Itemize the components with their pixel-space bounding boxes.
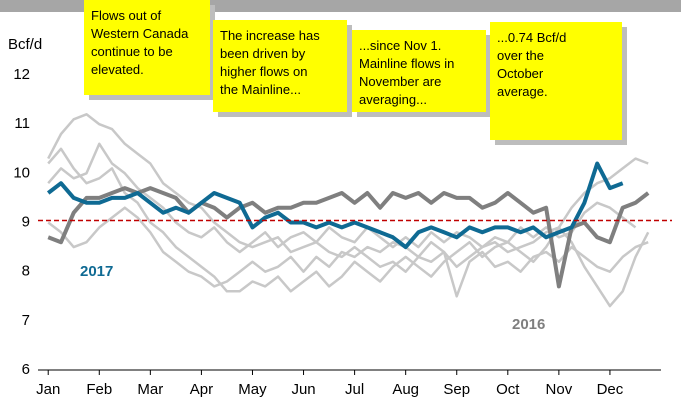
x-tick-label: Jan (36, 381, 60, 398)
y-tick-label: 12 (13, 66, 30, 83)
annotation-text: Flows out of (91, 8, 161, 23)
annotation-text: been driven by (220, 46, 306, 61)
annotation-text: Western Canada (91, 26, 189, 41)
annotation-text: ...since Nov 1. (359, 38, 441, 53)
annotation-box (352, 30, 486, 112)
series-label: 2017 (80, 263, 113, 280)
y-tick-label: 10 (13, 164, 30, 181)
annotation-box (213, 20, 347, 112)
series-label: 2016 (512, 316, 545, 333)
y-tick-label: 9 (22, 213, 30, 230)
annotation-text: October (497, 66, 544, 81)
annotation-text: the Mainline... (220, 82, 301, 97)
annotation-text: Mainline flows in (359, 56, 454, 71)
annotation-text: November are (359, 74, 441, 89)
annotation-box (490, 22, 622, 140)
annotation-text: averaging... (359, 92, 427, 107)
annotation-text: elevated. (91, 62, 144, 77)
series-line (46, 161, 624, 250)
x-tick-label: Sep (443, 381, 470, 398)
series-line (47, 147, 650, 308)
y-tick-label: 6 (22, 361, 30, 378)
x-tick-label: Oct (496, 381, 520, 398)
y-tick-label: 8 (22, 263, 30, 280)
x-tick-label: Feb (86, 381, 112, 398)
x-tick-label: Nov (546, 381, 573, 398)
y-tick-label: 11 (14, 115, 30, 132)
x-tick-label: Jun (291, 381, 315, 398)
series-line (47, 186, 650, 289)
annotation-text: continue to be (91, 44, 173, 59)
x-tick-label: Dec (597, 381, 624, 398)
annotation-text: average. (497, 84, 548, 99)
series-line (47, 206, 649, 298)
y-axis-label: Bcf/d (8, 36, 42, 53)
x-tick-label: Mar (137, 381, 163, 398)
annotation-text: over the (497, 48, 544, 63)
x-tick-label: Jul (345, 381, 364, 398)
x-tick-label: Apr (190, 381, 213, 398)
annotation-text: The increase has (220, 28, 320, 43)
annotation-box (84, 0, 210, 95)
x-tick-label: May (238, 381, 267, 398)
annotation-text: higher flows on (220, 64, 307, 79)
annotation-text: ...0.74 Bcf/d (497, 30, 566, 45)
x-tick-label: Aug (392, 381, 419, 398)
series-line (47, 142, 637, 254)
y-tick-label: 7 (22, 312, 30, 329)
